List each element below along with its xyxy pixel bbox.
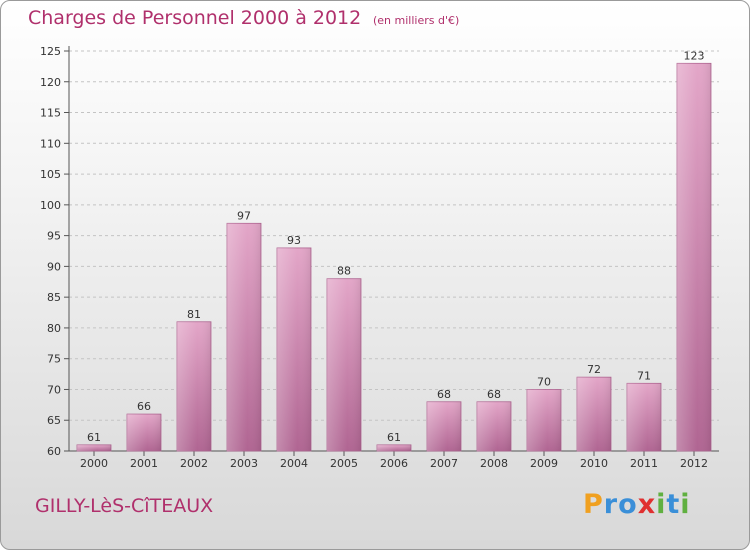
logo-letter: i xyxy=(680,489,691,520)
value-label-2001: 66 xyxy=(137,400,151,413)
value-label-2012: 123 xyxy=(684,49,705,62)
y-tick-label-65: 65 xyxy=(47,414,61,427)
y-tick-label-120: 120 xyxy=(40,76,61,89)
x-tick-label-2009: 2009 xyxy=(530,457,558,470)
value-label-2010: 72 xyxy=(587,363,601,376)
y-tick-label-60: 60 xyxy=(47,445,61,458)
bar-shine-2003 xyxy=(227,223,261,451)
bar-shine-2007 xyxy=(427,401,461,451)
x-tick-label-2007: 2007 xyxy=(430,457,458,470)
x-tick-label-2011: 2011 xyxy=(630,457,658,470)
value-label-2005: 88 xyxy=(337,265,351,278)
x-tick-label-2005: 2005 xyxy=(330,457,358,470)
bar-shine-2011 xyxy=(627,383,661,451)
value-label-2002: 81 xyxy=(187,308,201,321)
y-tick-label-110: 110 xyxy=(40,137,61,150)
x-tick-label-2008: 2008 xyxy=(480,457,508,470)
bar-shine-2001 xyxy=(127,414,161,451)
value-label-2007: 68 xyxy=(437,388,451,401)
bar-shine-2004 xyxy=(277,247,311,451)
logo-letter: x xyxy=(637,489,657,520)
bar-shine-2006 xyxy=(377,444,411,451)
proxiti-logo: Proxiti xyxy=(583,489,691,520)
chart-subtitle: (en milliers d'€) xyxy=(373,14,460,27)
logo-letter: t xyxy=(666,489,681,520)
y-tick-label-75: 75 xyxy=(47,353,61,366)
y-tick-label-115: 115 xyxy=(40,107,61,120)
x-tick-label-2002: 2002 xyxy=(180,457,208,470)
bar-shine-2005 xyxy=(327,278,361,451)
bar-shine-2008 xyxy=(477,401,511,451)
value-label-2004: 93 xyxy=(287,234,301,247)
value-label-2008: 68 xyxy=(487,388,501,401)
y-tick-label-125: 125 xyxy=(40,45,61,58)
y-tick-label-90: 90 xyxy=(47,260,61,273)
bar-shine-2012 xyxy=(677,63,711,452)
y-tick-label-85: 85 xyxy=(47,291,61,304)
x-tick-label-2000: 2000 xyxy=(80,457,108,470)
bar-shine-2002 xyxy=(177,321,211,451)
bar-shine-2000 xyxy=(77,444,111,451)
commune-name: GILLY-LèS-CîTEAUX xyxy=(35,495,214,517)
value-label-2009: 70 xyxy=(537,375,551,388)
bar-shine-2010 xyxy=(577,377,611,451)
chart-title: Charges de Personnel 2000 à 2012 xyxy=(28,7,362,29)
y-tick-label-95: 95 xyxy=(47,230,61,243)
logo-letter: o xyxy=(618,489,638,520)
y-tick-label-80: 80 xyxy=(47,322,61,335)
value-label-2003: 97 xyxy=(237,209,251,222)
x-tick-label-2004: 2004 xyxy=(280,457,308,470)
y-tick-label-100: 100 xyxy=(40,199,61,212)
logo-letter: i xyxy=(656,489,667,520)
x-tick-label-2001: 2001 xyxy=(130,457,158,470)
x-tick-label-2010: 2010 xyxy=(580,457,608,470)
value-label-2011: 71 xyxy=(637,369,651,382)
logo-letter: r xyxy=(603,489,619,520)
x-tick-label-2006: 2006 xyxy=(380,457,408,470)
x-tick-label-2012: 2012 xyxy=(680,457,708,470)
value-label-2000: 61 xyxy=(87,431,101,444)
x-tick-label-2003: 2003 xyxy=(230,457,258,470)
y-tick-label-105: 105 xyxy=(40,168,61,181)
value-label-2006: 61 xyxy=(387,431,401,444)
logo-letter: P xyxy=(583,489,604,520)
bar-shine-2009 xyxy=(527,389,561,451)
y-tick-label-70: 70 xyxy=(47,383,61,396)
